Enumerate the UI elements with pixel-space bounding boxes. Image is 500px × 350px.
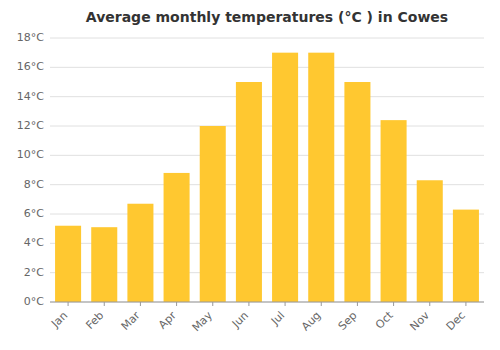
x-tick-label: Dec [444,309,468,333]
grid-line [50,155,484,156]
bar [381,120,407,302]
y-tick-label: 18°C [17,31,44,44]
x-tick-label: Jun [229,309,251,331]
x-tick [68,302,69,306]
x-tick-label: Mar [119,309,143,333]
grid-line [50,67,484,68]
chart-container: 0°C 2°C 4°C 6°C 8°C 10°C 12°C 14°C 16°C 18°C Jan Fe… [0,0,500,350]
grid-line [50,38,484,39]
bars [55,53,479,302]
x-tick-label: Nov [407,309,432,334]
bar [417,180,443,302]
bar [55,226,81,302]
grid-line [50,302,484,303]
grid-line [50,126,484,127]
chart: 0°C 2°C 4°C 6°C 8°C 10°C 12°C 14°C 16°C 18°C Jan Fe… [0,0,500,350]
x-tick-label: Sep [336,309,360,333]
bar [236,82,262,302]
bar [308,53,334,302]
y-tick-label: 0°C [24,295,44,308]
bar [91,227,117,302]
x-tick [176,302,177,306]
x-tick [429,302,430,306]
bar [344,82,370,302]
bar [127,204,153,302]
y-tick-label: 4°C [24,236,44,249]
bar [453,210,479,302]
grid-line [50,96,484,97]
y-axis: 0°C 2°C 4°C 6°C 8°C 10°C 12°C 14°C 16°C 18°C [17,31,44,308]
bar [272,53,298,302]
y-tick-label: 8°C [24,178,44,191]
bar [164,173,190,302]
title: Average monthly temperatures (°C ) in Co… [86,9,448,25]
grid [50,38,484,302]
y-tick-label: 16°C [17,60,44,73]
x-axis: Jan Feb Mar Apr May Jun Jul Aug Sep Oct Nov Dec [48,302,484,334]
x-tick [140,302,141,306]
x-tick-label: Feb [83,309,106,332]
y-tick-label: 2°C [24,266,44,279]
x-tick-label: Jul [268,309,287,328]
x-tick [212,302,213,306]
x-tick [285,302,286,306]
x-axis-line [50,302,484,303]
x-tick [465,302,466,306]
x-tick [393,302,394,306]
x-tick-label: Apr [156,309,179,332]
x-tick [104,302,105,306]
x-tick-label: Aug [299,309,323,333]
x-tick [321,302,322,306]
x-tick [248,302,249,306]
y-tick-label: 10°C [17,148,44,161]
x-tick [357,302,358,306]
y-tick-label: 12°C [17,119,44,132]
y-tick-label: 6°C [24,207,44,220]
y-tick-label: 14°C [17,90,44,103]
x-tick-label: May [190,309,216,335]
bar [200,126,226,302]
x-tick-label: Oct [373,308,396,331]
x-tick-label: Jan [48,309,70,331]
